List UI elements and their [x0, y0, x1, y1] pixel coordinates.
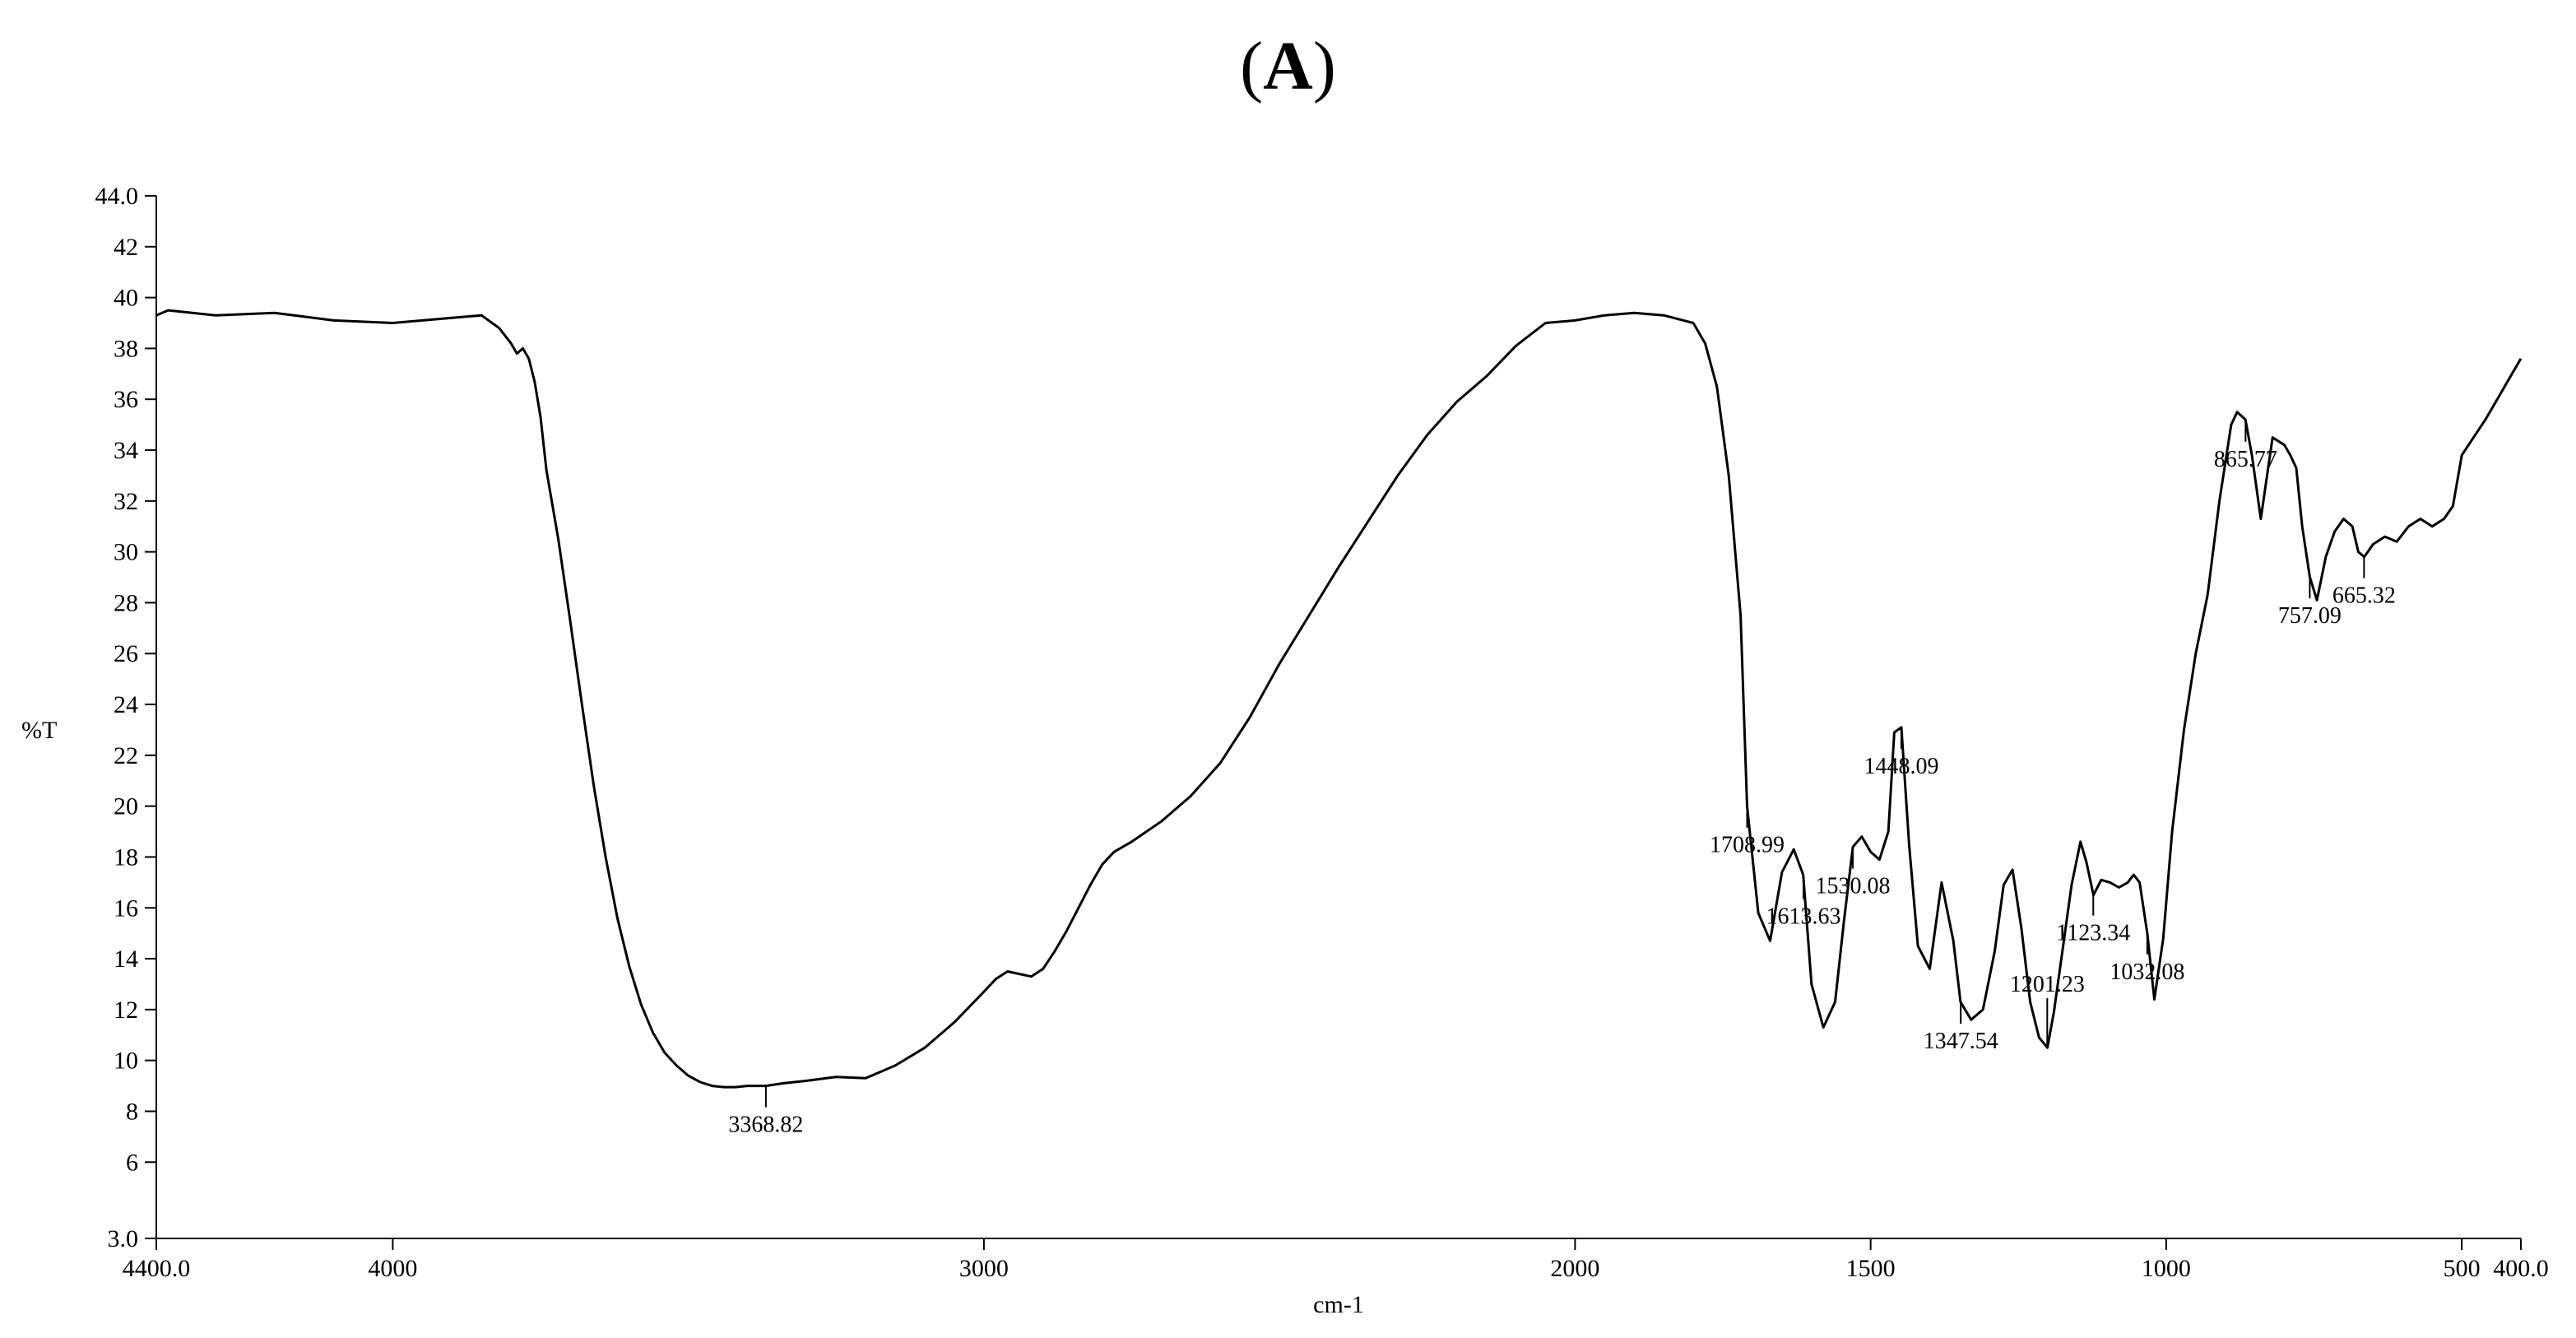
- y-tick-label: 38: [114, 335, 138, 362]
- y-tick-label: 12: [114, 997, 138, 1024]
- y-tick-label: 18: [114, 843, 138, 871]
- y-tick-label: 3.0: [108, 1225, 139, 1252]
- peak-label: 1613.63: [1766, 904, 1841, 930]
- y-axis-title: %T: [21, 717, 57, 744]
- y-tick-label: 10: [114, 1048, 138, 1075]
- x-tick-label: 2000: [1550, 1255, 1599, 1282]
- panel-label: (A): [0, 26, 2576, 106]
- plot-series: [155, 309, 2523, 1089]
- y-tick-label: 20: [114, 793, 138, 820]
- x-tick-label: 4400.0: [123, 1255, 191, 1282]
- y-tick-label: 16: [114, 894, 138, 922]
- peak-label: 1448.09: [1864, 754, 1938, 779]
- spectrum-line: [155, 309, 2523, 1089]
- peak-label: 1347.54: [1924, 1029, 1998, 1054]
- y-tick-label: 36: [114, 386, 138, 413]
- y-tick-label: 14: [114, 945, 138, 973]
- y-tick-label: 44.0: [95, 183, 139, 210]
- peak-label: 757.09: [2278, 603, 2342, 629]
- x-axis-title: cm-1: [1313, 1291, 1364, 1318]
- peak-label: 1123.34: [2056, 921, 2130, 946]
- x-tick-label: 500: [2444, 1255, 2481, 1282]
- peak-label: 865.77: [2214, 447, 2277, 472]
- y-tick-label: 26: [114, 640, 138, 667]
- y-tick-label: 22: [114, 742, 138, 769]
- x-tick-label: 4000: [368, 1255, 417, 1282]
- peak-label: 1530.08: [1816, 874, 1891, 899]
- peak-label: 1708.99: [1710, 833, 1785, 858]
- peak-annotations: 3368.82 1708.99 1613.63 1530.08 1448.09 1347.…: [728, 420, 2396, 1138]
- y-tick-label: 40: [114, 285, 138, 312]
- y-tick-label: 6: [126, 1149, 138, 1176]
- chart-axes: 3.0 6 8 10 12 14 16 18 20 22 24 26 28 30 32 34 36 38 40 42 4…: [95, 183, 2549, 1282]
- y-tick-label: 8: [126, 1098, 138, 1125]
- peak-label: 3368.82: [728, 1113, 803, 1138]
- y-tick-label: 28: [114, 589, 138, 616]
- peak-label: 665.32: [2332, 583, 2396, 609]
- panel-open-paren: (: [1240, 28, 1264, 105]
- peak-label: 1032.08: [2110, 959, 2184, 985]
- peak-label: 1201.23: [2010, 972, 2085, 997]
- x-tick-label: 1000: [2142, 1255, 2191, 1282]
- panel-close-paren: ): [1312, 28, 1336, 105]
- x-tick-label: 1500: [1846, 1255, 1896, 1282]
- y-tick-label: 42: [114, 234, 138, 261]
- y-tick-label: 24: [114, 691, 138, 718]
- y-tick-label: 30: [114, 539, 138, 566]
- y-tick-label: 34: [114, 437, 138, 464]
- x-tick-label: 3000: [959, 1255, 1009, 1282]
- panel-letter: A: [1263, 28, 1313, 105]
- x-tick-label: 400.0: [2493, 1255, 2549, 1282]
- y-tick-label: 32: [114, 488, 138, 515]
